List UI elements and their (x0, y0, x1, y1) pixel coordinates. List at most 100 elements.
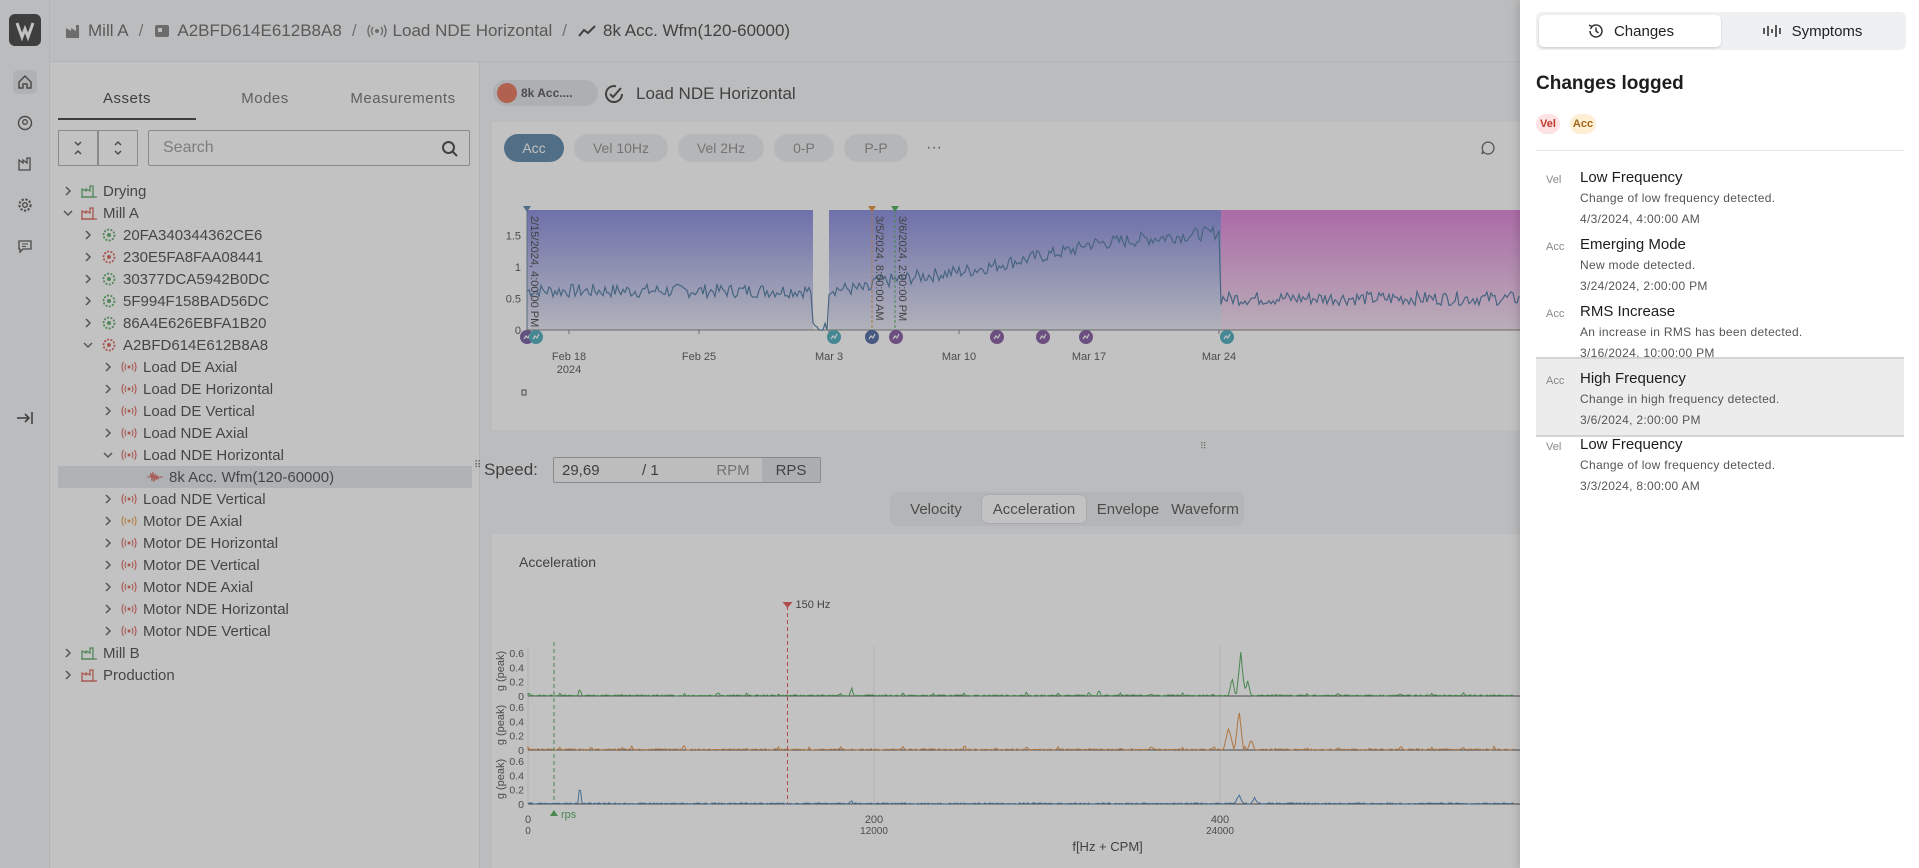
comment-icon[interactable] (1480, 140, 1496, 156)
resize-handle[interactable]: ⠿ (1200, 441, 1207, 451)
breadcrumb-item-machine[interactable]: A2BFD614E612B8A8 (153, 21, 342, 41)
tree-item[interactable]: Motor DE Vertical (58, 554, 472, 576)
speed-input[interactable]: 29,69 (562, 462, 600, 479)
tree-item[interactable]: Load NDE Axial (58, 422, 472, 444)
tree-item[interactable]: Motor NDE Vertical (58, 620, 472, 642)
tree-item[interactable]: 8k Acc. Wfm(120-60000) (58, 466, 472, 488)
filter-vel-10hz[interactable]: Vel 10Hz (574, 134, 668, 162)
chevron-down-icon[interactable] (102, 450, 114, 460)
home-icon[interactable] (13, 70, 37, 94)
tree-item[interactable]: 230E5FA8FAA08441 (58, 246, 472, 268)
factory-nav-icon[interactable] (13, 152, 37, 176)
chevron-right-icon[interactable] (102, 362, 114, 372)
tree-item[interactable]: Load NDE Horizontal (58, 444, 472, 466)
rps-flag-icon[interactable] (549, 810, 558, 816)
change-item[interactable]: Acc Emerging Mode New mode detected. 3/2… (1536, 225, 1904, 305)
collapse-all-button[interactable] (58, 130, 98, 166)
marker-flag-icon[interactable] (868, 206, 876, 212)
drag-handle-icon[interactable]: ⠿ (474, 460, 482, 471)
search-icon[interactable] (441, 140, 459, 158)
tab-acceleration[interactable]: Acceleration (982, 495, 1086, 523)
chevron-right-icon[interactable] (82, 252, 94, 262)
filter-acc-badge[interactable]: Acc (1570, 114, 1596, 134)
tree-item[interactable]: Load DE Vertical (58, 400, 472, 422)
marker-flag-icon[interactable] (782, 602, 793, 608)
chevron-right-icon[interactable] (82, 318, 94, 328)
expand-panel-icon[interactable] (13, 406, 37, 430)
tab-modes[interactable]: Modes (241, 90, 289, 107)
tree-item[interactable]: Load NDE Vertical (58, 488, 472, 510)
chevron-right-icon[interactable] (102, 604, 114, 614)
chevron-right-icon[interactable] (62, 648, 74, 658)
chevron-right-icon[interactable] (62, 670, 74, 680)
tab-waveform[interactable]: Waveform (1171, 500, 1239, 518)
marker-flag-icon[interactable] (891, 206, 899, 212)
tab-symptoms[interactable]: Symptoms (1721, 15, 1903, 47)
spectrum-chart[interactable]: 0.60.40.20g (peak)0.60.40.20g (peak)0.60… (492, 570, 1520, 868)
filter-0-p[interactable]: 0-P (774, 134, 834, 162)
filter-vel-2hz[interactable]: Vel 2Hz (678, 134, 764, 162)
chevron-right-icon[interactable] (82, 274, 94, 284)
change-item[interactable]: Vel Low Frequency Change of low frequenc… (1536, 158, 1904, 238)
filter-vel-badge[interactable]: Vel (1536, 114, 1560, 134)
chevron-right-icon[interactable] (102, 428, 114, 438)
tree-item[interactable]: Motor DE Horizontal (58, 532, 472, 554)
tab-measurements[interactable]: Measurements (350, 90, 456, 107)
tree-item[interactable]: Drying (58, 180, 472, 202)
chevron-down-icon[interactable] (82, 340, 94, 350)
chevron-right-icon[interactable] (102, 626, 114, 636)
change-item[interactable]: Acc RMS Increase An increase in RMS has … (1536, 292, 1904, 372)
chevron-right-icon[interactable] (82, 296, 94, 306)
tree-item[interactable]: Production (58, 664, 472, 686)
tree-item[interactable]: Load DE Horizontal (58, 378, 472, 400)
chevron-right-icon[interactable] (102, 406, 114, 416)
scroll-handle[interactable] (521, 389, 527, 396)
tree-item[interactable]: 30377DCA5942B0DC (58, 268, 472, 290)
search-input[interactable]: Search (148, 130, 470, 166)
tree-item[interactable]: Motor NDE Axial (58, 576, 472, 598)
tree-item[interactable]: Motor NDE Horizontal (58, 598, 472, 620)
tree-item[interactable]: Load DE Axial (58, 356, 472, 378)
unit-rpm[interactable]: RPM (716, 462, 750, 479)
change-item[interactable]: Acc High Frequency Change in high freque… (1536, 357, 1904, 437)
modal-backdrop[interactable] (0, 0, 1520, 868)
tree-item[interactable]: Mill B (58, 642, 472, 664)
chevron-down-icon[interactable] (62, 208, 74, 218)
tab-velocity[interactable]: Velocity (910, 500, 962, 518)
tree-item[interactable]: Motor DE Axial (58, 510, 472, 532)
tree-item[interactable]: Mill A (58, 202, 472, 224)
measurement-chip[interactable]: 8k Acc.... (493, 80, 598, 106)
tree-item[interactable]: 5F994F158BAD56DC (58, 290, 472, 312)
breadcrumb-item-site[interactable]: Mill A (64, 21, 129, 41)
tree-item[interactable]: A2BFD614E612B8A8 (58, 334, 472, 356)
app-logo[interactable] (9, 14, 41, 46)
chevron-right-icon[interactable] (102, 538, 114, 548)
user-icon[interactable] (13, 111, 37, 135)
tab-envelope[interactable]: Envelope (1096, 500, 1160, 518)
marker-flag-icon[interactable] (523, 206, 531, 212)
chevron-right-icon[interactable] (82, 230, 94, 240)
expand-all-button[interactable] (98, 130, 138, 166)
filter-p-p[interactable]: P-P (844, 134, 908, 162)
tab-assets[interactable]: Assets (58, 76, 196, 120)
chevron-right-icon[interactable] (102, 560, 114, 570)
chevron-right-icon[interactable] (102, 582, 114, 592)
chevron-right-icon[interactable] (102, 516, 114, 526)
chat-icon[interactable] (13, 234, 37, 258)
change-item[interactable]: Vel Low Frequency Change of low frequenc… (1536, 425, 1904, 505)
gear-icon[interactable] (13, 193, 37, 217)
trend-chart[interactable]: 1.5 1 0.5 0 Feb 18 Feb 25 Mar 3 Mar 10 Mar 17 Mar… (492, 168, 1520, 418)
unit-rps[interactable]: RPS (762, 458, 820, 482)
breadcrumb-item-measurement[interactable]: 8k Acc. Wfm(120-60000) (577, 21, 790, 41)
filter-acc[interactable]: Acc (504, 134, 564, 162)
x-tick-label: Mar 3 (815, 351, 843, 363)
more-filters-button[interactable]: ··· (926, 139, 942, 156)
tree-item[interactable]: 86A4E626EBFA1B20 (58, 312, 472, 334)
tree-item[interactable]: 20FA340344362CE6 (58, 224, 472, 246)
tab-changes[interactable]: Changes (1539, 15, 1721, 47)
chevron-right-icon[interactable] (62, 186, 74, 196)
chevron-right-icon[interactable] (102, 494, 114, 504)
speed-divisor[interactable]: / 1 (642, 462, 659, 479)
breadcrumb-item-sensor[interactable]: Load NDE Horizontal (366, 21, 552, 41)
chevron-right-icon[interactable] (102, 384, 114, 394)
